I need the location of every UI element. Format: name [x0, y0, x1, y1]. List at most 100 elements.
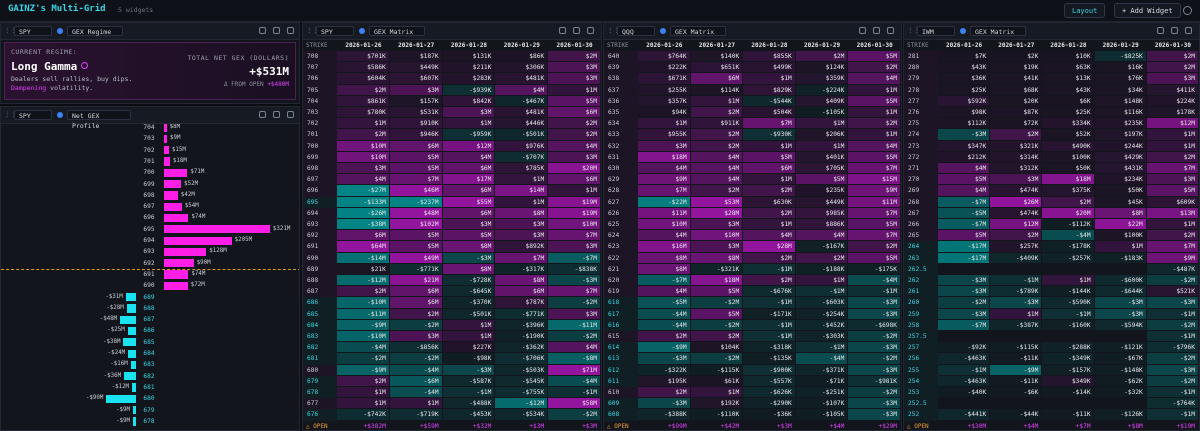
bar-label: $54M [184, 203, 199, 210]
symbol-select[interactable]: QQQ [617, 26, 655, 36]
settings-icon[interactable] [859, 27, 866, 34]
gex-cell: $12M [442, 140, 495, 151]
gex-cell: -$98K [442, 353, 495, 364]
gex-cell: -$2M [548, 297, 600, 308]
bar-label: $9M [169, 135, 181, 142]
gex-cell: -$4M [389, 364, 442, 375]
popout-icon[interactable] [873, 27, 880, 34]
gex-cell: $6M [442, 185, 495, 196]
gex-cell: -$1M [743, 319, 795, 330]
widget-select[interactable]: Net GEX Profile [67, 110, 131, 130]
popout-icon[interactable] [273, 111, 280, 118]
column-header: 2026-01-30 [856, 42, 893, 49]
symbol-select[interactable]: SPY [14, 110, 52, 120]
strike-cell: 698 [303, 163, 337, 175]
strike-cell: 619 [604, 286, 638, 298]
gex-bar [133, 417, 136, 426]
gex-cell: $112K [938, 118, 990, 129]
gex-cell: $104K [690, 342, 743, 353]
regime-icon [81, 62, 88, 69]
gex-cell: -$3M [848, 364, 900, 375]
panel-header: ⋮⋮ QQQ GEX Matrix [604, 23, 901, 40]
drag-handle[interactable]: ⋮⋮ [4, 110, 17, 118]
strike-cell: 255 [904, 364, 938, 376]
link-dot [57, 112, 63, 118]
strike-label: 683 [143, 361, 155, 369]
drag-handle[interactable]: ⋮⋮ [907, 26, 920, 34]
gex-cell: -$1M [938, 364, 990, 375]
strike-cell: 262.5 [904, 263, 938, 275]
help-icon[interactable] [1183, 6, 1192, 15]
gex-cell: -$62K [1094, 375, 1146, 386]
gex-cell: $26M [990, 196, 1042, 207]
gex-cell: $4M [938, 185, 990, 196]
gex-cell: -$10M [337, 331, 389, 342]
gex-cell: $976K [495, 140, 548, 151]
gex-cell: $28M [690, 207, 743, 218]
symbol-select[interactable]: SPY [316, 26, 354, 36]
gex-cell: $102M [389, 219, 442, 230]
open-cell: +$3M [776, 422, 792, 430]
strike-cell: 254 [904, 375, 938, 387]
symbol-select[interactable]: SPY [14, 26, 52, 36]
widget-select[interactable]: GEX Matrix [970, 26, 1026, 36]
widget-select[interactable]: GEX Matrix [670, 26, 726, 36]
drag-handle[interactable]: ⋮⋮ [4, 26, 17, 34]
strike-cell: 618 [604, 297, 638, 309]
add-widget-button[interactable]: + Add Widget [1114, 3, 1181, 18]
close-icon[interactable] [887, 27, 894, 34]
popout-icon[interactable] [273, 27, 280, 34]
column-header: 2026-01-30 [556, 42, 593, 49]
strike-cell: 623 [604, 241, 638, 253]
popout-icon[interactable] [1171, 27, 1178, 34]
strike-cell: 256 [904, 353, 938, 365]
gex-cell: -$467K [495, 95, 548, 106]
strike-cell: 253 [904, 387, 938, 399]
strike-cell: 676 [303, 409, 337, 421]
gex-cell: -$3M [1146, 364, 1198, 375]
open-cell: +$42M [720, 422, 740, 430]
gex-cell: -$487K [1146, 263, 1198, 274]
gex-cell: $7M [743, 118, 795, 129]
strike-cell: 615 [604, 331, 638, 343]
settings-icon[interactable] [559, 27, 566, 34]
gex-cell: $2M [690, 129, 743, 140]
bar-label: $8M [169, 124, 181, 130]
strike-label: 692 [143, 259, 155, 267]
gex-cell: -$557K [743, 375, 795, 386]
close-icon[interactable] [287, 27, 294, 34]
symbol-select[interactable]: IWM [917, 26, 955, 36]
drag-handle[interactable]: ⋮⋮ [607, 26, 620, 34]
gex-cell: $15M [848, 174, 900, 185]
gex-cell: $2M [848, 241, 900, 252]
close-icon[interactable] [1185, 27, 1192, 34]
close-icon[interactable] [587, 27, 594, 34]
widget-select[interactable]: GEX Matrix [369, 26, 425, 36]
widget-select[interactable]: GEX Regime [67, 26, 123, 36]
gex-cell: -$453K [442, 409, 495, 420]
strike-cell: 681 [303, 353, 337, 365]
layout-button[interactable]: Layout [1064, 3, 1106, 18]
gex-cell: -$2M [1146, 375, 1198, 386]
popout-icon[interactable] [573, 27, 580, 34]
from-open: Δ FROM OPEN +$480M [224, 81, 289, 88]
close-icon[interactable] [287, 111, 294, 118]
settings-icon[interactable] [259, 111, 266, 118]
gex-bar [164, 225, 270, 234]
gex-cell: $5M [848, 95, 900, 106]
gex-cell: $499K [743, 62, 795, 73]
strike-cell: 252 [904, 409, 938, 421]
gex-cell: $43K [1042, 84, 1094, 95]
panel-header: ⋮⋮ SPY GEX Matrix [303, 23, 601, 40]
gex-cell: $3M [495, 219, 548, 230]
settings-icon[interactable] [259, 27, 266, 34]
gex-cell: -$463K [938, 375, 990, 386]
drag-handle[interactable]: ⋮⋮ [306, 26, 319, 34]
gex-cell: $4M [848, 73, 900, 84]
gex-cell: $4M [848, 140, 900, 151]
settings-icon[interactable] [1157, 27, 1164, 34]
gex-cell: $431K [1094, 163, 1146, 174]
gex-cell: $481K [495, 73, 548, 84]
gex-cell: $5M [1146, 185, 1198, 196]
gex-cell: $45K [1094, 196, 1146, 207]
